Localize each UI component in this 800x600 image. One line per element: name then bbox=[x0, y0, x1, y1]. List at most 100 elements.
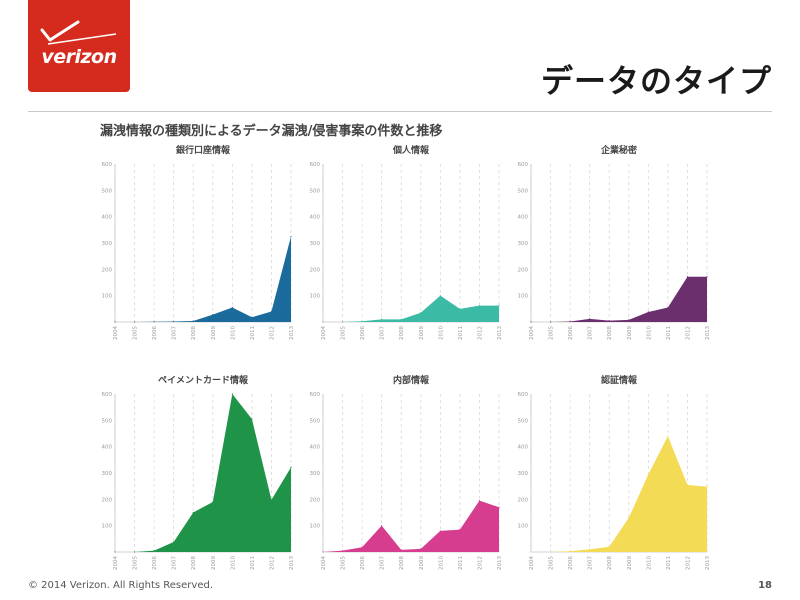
x-tick-label: 2004 bbox=[529, 326, 535, 340]
x-tick-label: 2009 bbox=[419, 556, 425, 570]
x-tick-label: 2008 bbox=[607, 556, 613, 570]
series-area bbox=[115, 236, 291, 322]
x-tick-label: 2012 bbox=[477, 326, 483, 340]
data-point bbox=[400, 549, 402, 551]
x-tick-label: 2010 bbox=[646, 556, 652, 570]
y-tick-label: 100 bbox=[518, 294, 529, 300]
data-point bbox=[647, 473, 649, 475]
x-tick-label: 2005 bbox=[549, 556, 555, 570]
x-tick-label: 2007 bbox=[380, 326, 386, 340]
data-point bbox=[381, 318, 383, 320]
x-tick-label: 2012 bbox=[477, 556, 483, 570]
x-tick-label: 2004 bbox=[113, 556, 119, 570]
x-tick-label: 2007 bbox=[588, 326, 594, 340]
x-tick-label: 2013 bbox=[705, 556, 711, 570]
x-tick-label: 2008 bbox=[191, 326, 197, 340]
copyright-text: © 2014 Verizon. All Rights Reserved. bbox=[28, 580, 213, 591]
data-point bbox=[270, 499, 273, 501]
y-tick-label: 200 bbox=[518, 267, 529, 273]
data-point bbox=[589, 318, 591, 320]
data-point bbox=[192, 511, 194, 514]
data-point bbox=[569, 320, 571, 323]
data-point bbox=[706, 276, 708, 278]
chart-bank-account: 銀行口座情報 600 500 400 300 200 100 2004 2005 2006 2007… bbox=[92, 142, 302, 357]
y-tick-label: 600 bbox=[518, 162, 529, 168]
data-point bbox=[608, 320, 610, 322]
data-point bbox=[459, 308, 461, 310]
x-tick-label: 2005 bbox=[133, 556, 139, 570]
series-area bbox=[323, 500, 499, 552]
chart-svg: 個人情報 600 500 400 300 200 100 2004 2005 2006 2007 20… bbox=[310, 144, 504, 340]
y-tick-label: 100 bbox=[102, 294, 113, 300]
chart-internal-info: 内部情報 600 500 400 300 200 100 2004 2005 2006 2007 20… bbox=[300, 372, 510, 587]
data-point bbox=[212, 501, 214, 503]
y-tick-label: 400 bbox=[518, 215, 529, 221]
data-point bbox=[341, 321, 344, 323]
data-point bbox=[647, 311, 649, 313]
x-tick-label: 2010 bbox=[230, 326, 236, 340]
x-tick-label: 2005 bbox=[341, 326, 347, 340]
data-point bbox=[420, 548, 422, 550]
chart-title: 銀行口座情報 bbox=[176, 144, 231, 156]
y-tick-label: 400 bbox=[310, 215, 321, 221]
data-point bbox=[361, 546, 363, 548]
y-tick-label: 600 bbox=[102, 392, 113, 398]
data-point bbox=[381, 525, 383, 527]
chart-svg: 内部情報 600 500 400 300 200 100 2004 2005 2006 2007 20… bbox=[310, 374, 504, 570]
data-point bbox=[173, 320, 175, 323]
x-tick-label: 2006 bbox=[360, 556, 366, 570]
x-tick-label: 2012 bbox=[269, 326, 275, 340]
data-point bbox=[231, 393, 233, 395]
x-tick-label: 2012 bbox=[685, 326, 691, 340]
chart-payment-card: ペイメントカード情報 600 500 400 300 200 100 2004 2005 2006… bbox=[92, 372, 302, 587]
data-point bbox=[498, 506, 500, 508]
x-tick-label: 2008 bbox=[191, 556, 197, 570]
x-tick-label: 2004 bbox=[321, 556, 327, 570]
x-tick-label: 2013 bbox=[289, 556, 295, 570]
data-point bbox=[667, 435, 669, 437]
x-tick-label: 2008 bbox=[399, 326, 405, 340]
x-tick-label: 2004 bbox=[321, 326, 327, 340]
chart-credentials: 認証情報 600 500 400 300 200 100 2004 2005 2006 2007 20… bbox=[508, 372, 718, 587]
series-area bbox=[323, 295, 499, 322]
series-area bbox=[531, 276, 707, 322]
data-point bbox=[667, 306, 669, 309]
chart-trade-secrets: 企業秘密 600 500 400 300 200 100 2004 2005 2006 2007 20… bbox=[508, 142, 718, 357]
x-tick-label: 2004 bbox=[113, 326, 119, 340]
data-point bbox=[420, 312, 422, 314]
y-tick-label: 500 bbox=[310, 188, 321, 194]
series-area bbox=[115, 394, 291, 552]
x-tick-label: 2010 bbox=[230, 556, 236, 570]
chart-svg: 銀行口座情報 600 500 400 300 200 100 2004 2005 2006 2007… bbox=[102, 144, 296, 340]
x-tick-label: 2007 bbox=[172, 556, 178, 570]
data-point bbox=[589, 548, 591, 550]
y-tick-label: 200 bbox=[310, 497, 321, 503]
x-tick-label: 2004 bbox=[529, 556, 535, 570]
y-tick-label: 400 bbox=[102, 215, 113, 221]
chart-title: 企業秘密 bbox=[600, 144, 637, 156]
x-tick-label: 2008 bbox=[399, 556, 405, 570]
x-tick-label: 2010 bbox=[438, 556, 444, 570]
x-tick-label: 2011 bbox=[666, 326, 672, 340]
x-tick-label: 2009 bbox=[627, 326, 633, 340]
x-tick-label: 2006 bbox=[568, 326, 574, 340]
y-tick-label: 300 bbox=[518, 471, 529, 477]
data-point bbox=[569, 550, 571, 552]
x-tick-label: 2011 bbox=[250, 556, 256, 570]
data-point bbox=[686, 484, 689, 486]
x-tick-label: 2012 bbox=[685, 556, 691, 570]
y-tick-label: 300 bbox=[310, 471, 321, 477]
y-tick-label: 500 bbox=[310, 418, 321, 424]
y-tick-label: 600 bbox=[310, 392, 321, 398]
data-point bbox=[212, 314, 214, 316]
data-point bbox=[173, 541, 175, 543]
data-point bbox=[290, 235, 292, 238]
x-tick-label: 2008 bbox=[607, 326, 613, 340]
data-point bbox=[270, 310, 273, 313]
data-point bbox=[322, 551, 324, 553]
verizon-logo: verizon bbox=[28, 0, 130, 92]
data-point bbox=[686, 276, 689, 278]
y-tick-label: 100 bbox=[310, 524, 321, 530]
check-mark-icon bbox=[40, 20, 117, 45]
slide-title: データのタイプ bbox=[540, 62, 772, 100]
